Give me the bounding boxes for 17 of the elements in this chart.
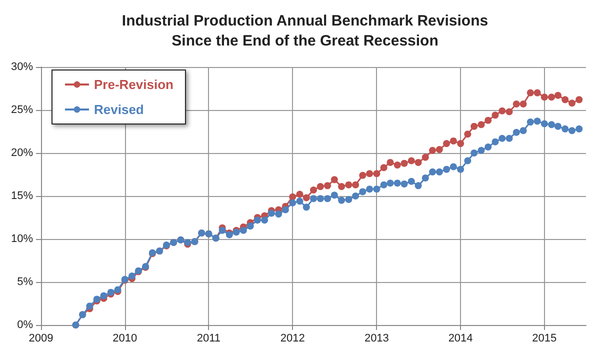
- x-tick-label: 2011: [196, 332, 221, 344]
- x-tick-label: 2014: [448, 332, 473, 344]
- y-tick-label: 10%: [10, 233, 34, 245]
- x-tick-label: 2010: [112, 332, 138, 344]
- x-tick-label: 2013: [364, 332, 389, 344]
- y-tick-label: 20%: [10, 147, 34, 159]
- y-tick-label: 30%: [10, 61, 34, 73]
- x-tick-label: 2015: [532, 332, 557, 344]
- legend-label: Pre-Revision: [94, 77, 174, 92]
- y-tick-label: 25%: [10, 104, 34, 116]
- y-tick-label: 5%: [17, 276, 34, 288]
- x-tick-label: 2009: [28, 332, 54, 344]
- chart-title: Industrial Production Annual Benchmark Revisions Since the End of the Great Recession: [122, 12, 488, 50]
- legend-label: Revised: [94, 102, 144, 117]
- x-tick-label: 2012: [280, 332, 305, 344]
- y-tick-label: 15%: [10, 190, 34, 202]
- y-tick-label: 0%: [17, 319, 34, 331]
